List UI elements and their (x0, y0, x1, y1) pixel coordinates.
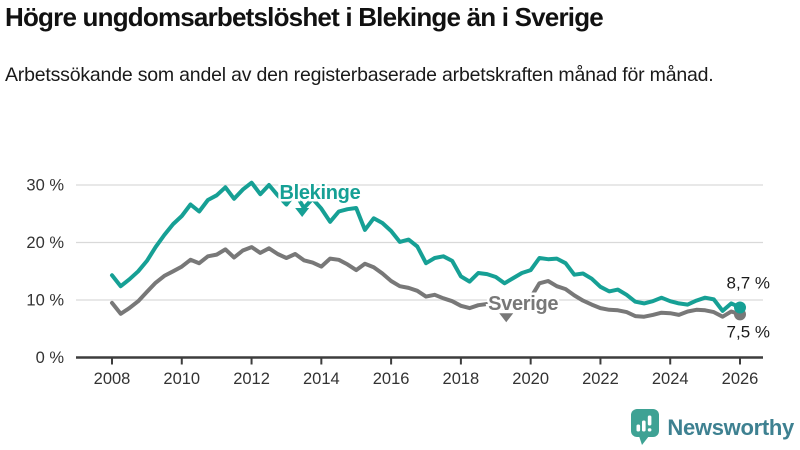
x-axis-tick-label: 2020 (512, 370, 549, 388)
y-axis-tick-label: 10 % (26, 292, 64, 310)
x-axis-tick-label: 2010 (163, 370, 200, 388)
brand-footer: Newsworthy (631, 409, 794, 446)
end-dot-blekinge (734, 301, 746, 314)
x-axis-tick-label: 2022 (582, 370, 619, 388)
x-axis-tick-label: 2018 (443, 370, 480, 388)
series-label-caret-sverige (499, 313, 514, 323)
page-subtitle: Arbetssökande som andel av den registerb… (5, 64, 714, 86)
x-axis-tick-label: 2026 (722, 370, 759, 388)
x-axis-tick-label: 2014 (303, 370, 340, 388)
series-label-blekinge: Blekinge (279, 182, 360, 204)
y-axis-tick-label: 20 % (26, 234, 64, 252)
series-line-sverige (110, 245, 742, 319)
end-value-label-sverige: 7,5 % (727, 322, 770, 341)
newsworthy-logo-icon (631, 409, 660, 445)
brand-name: Newsworthy (667, 414, 794, 440)
line-chart: 0 % 10 % 20 % 30 % 2008 2010 2012 2014 2016 2018 2… (26, 177, 770, 389)
y-axis-tick-label: 0 % (36, 349, 65, 367)
x-axis-tick-label: 2024 (652, 370, 689, 388)
x-axis-tick-label: 2016 (373, 370, 410, 388)
series-line-blekinge (110, 180, 742, 313)
y-axis-tick-label: 30 % (26, 177, 64, 195)
x-axis-tick-label: 2012 (233, 370, 270, 388)
x-axis-tick-label: 2008 (94, 370, 131, 388)
end-value-label-blekinge: 8,7 % (727, 273, 770, 292)
series-label-sverige: Sverige (488, 293, 558, 315)
series-label-caret-blekinge (295, 208, 310, 217)
page-title: Högre ungdomsarbetslöshet i Blekinge än … (5, 2, 604, 32)
